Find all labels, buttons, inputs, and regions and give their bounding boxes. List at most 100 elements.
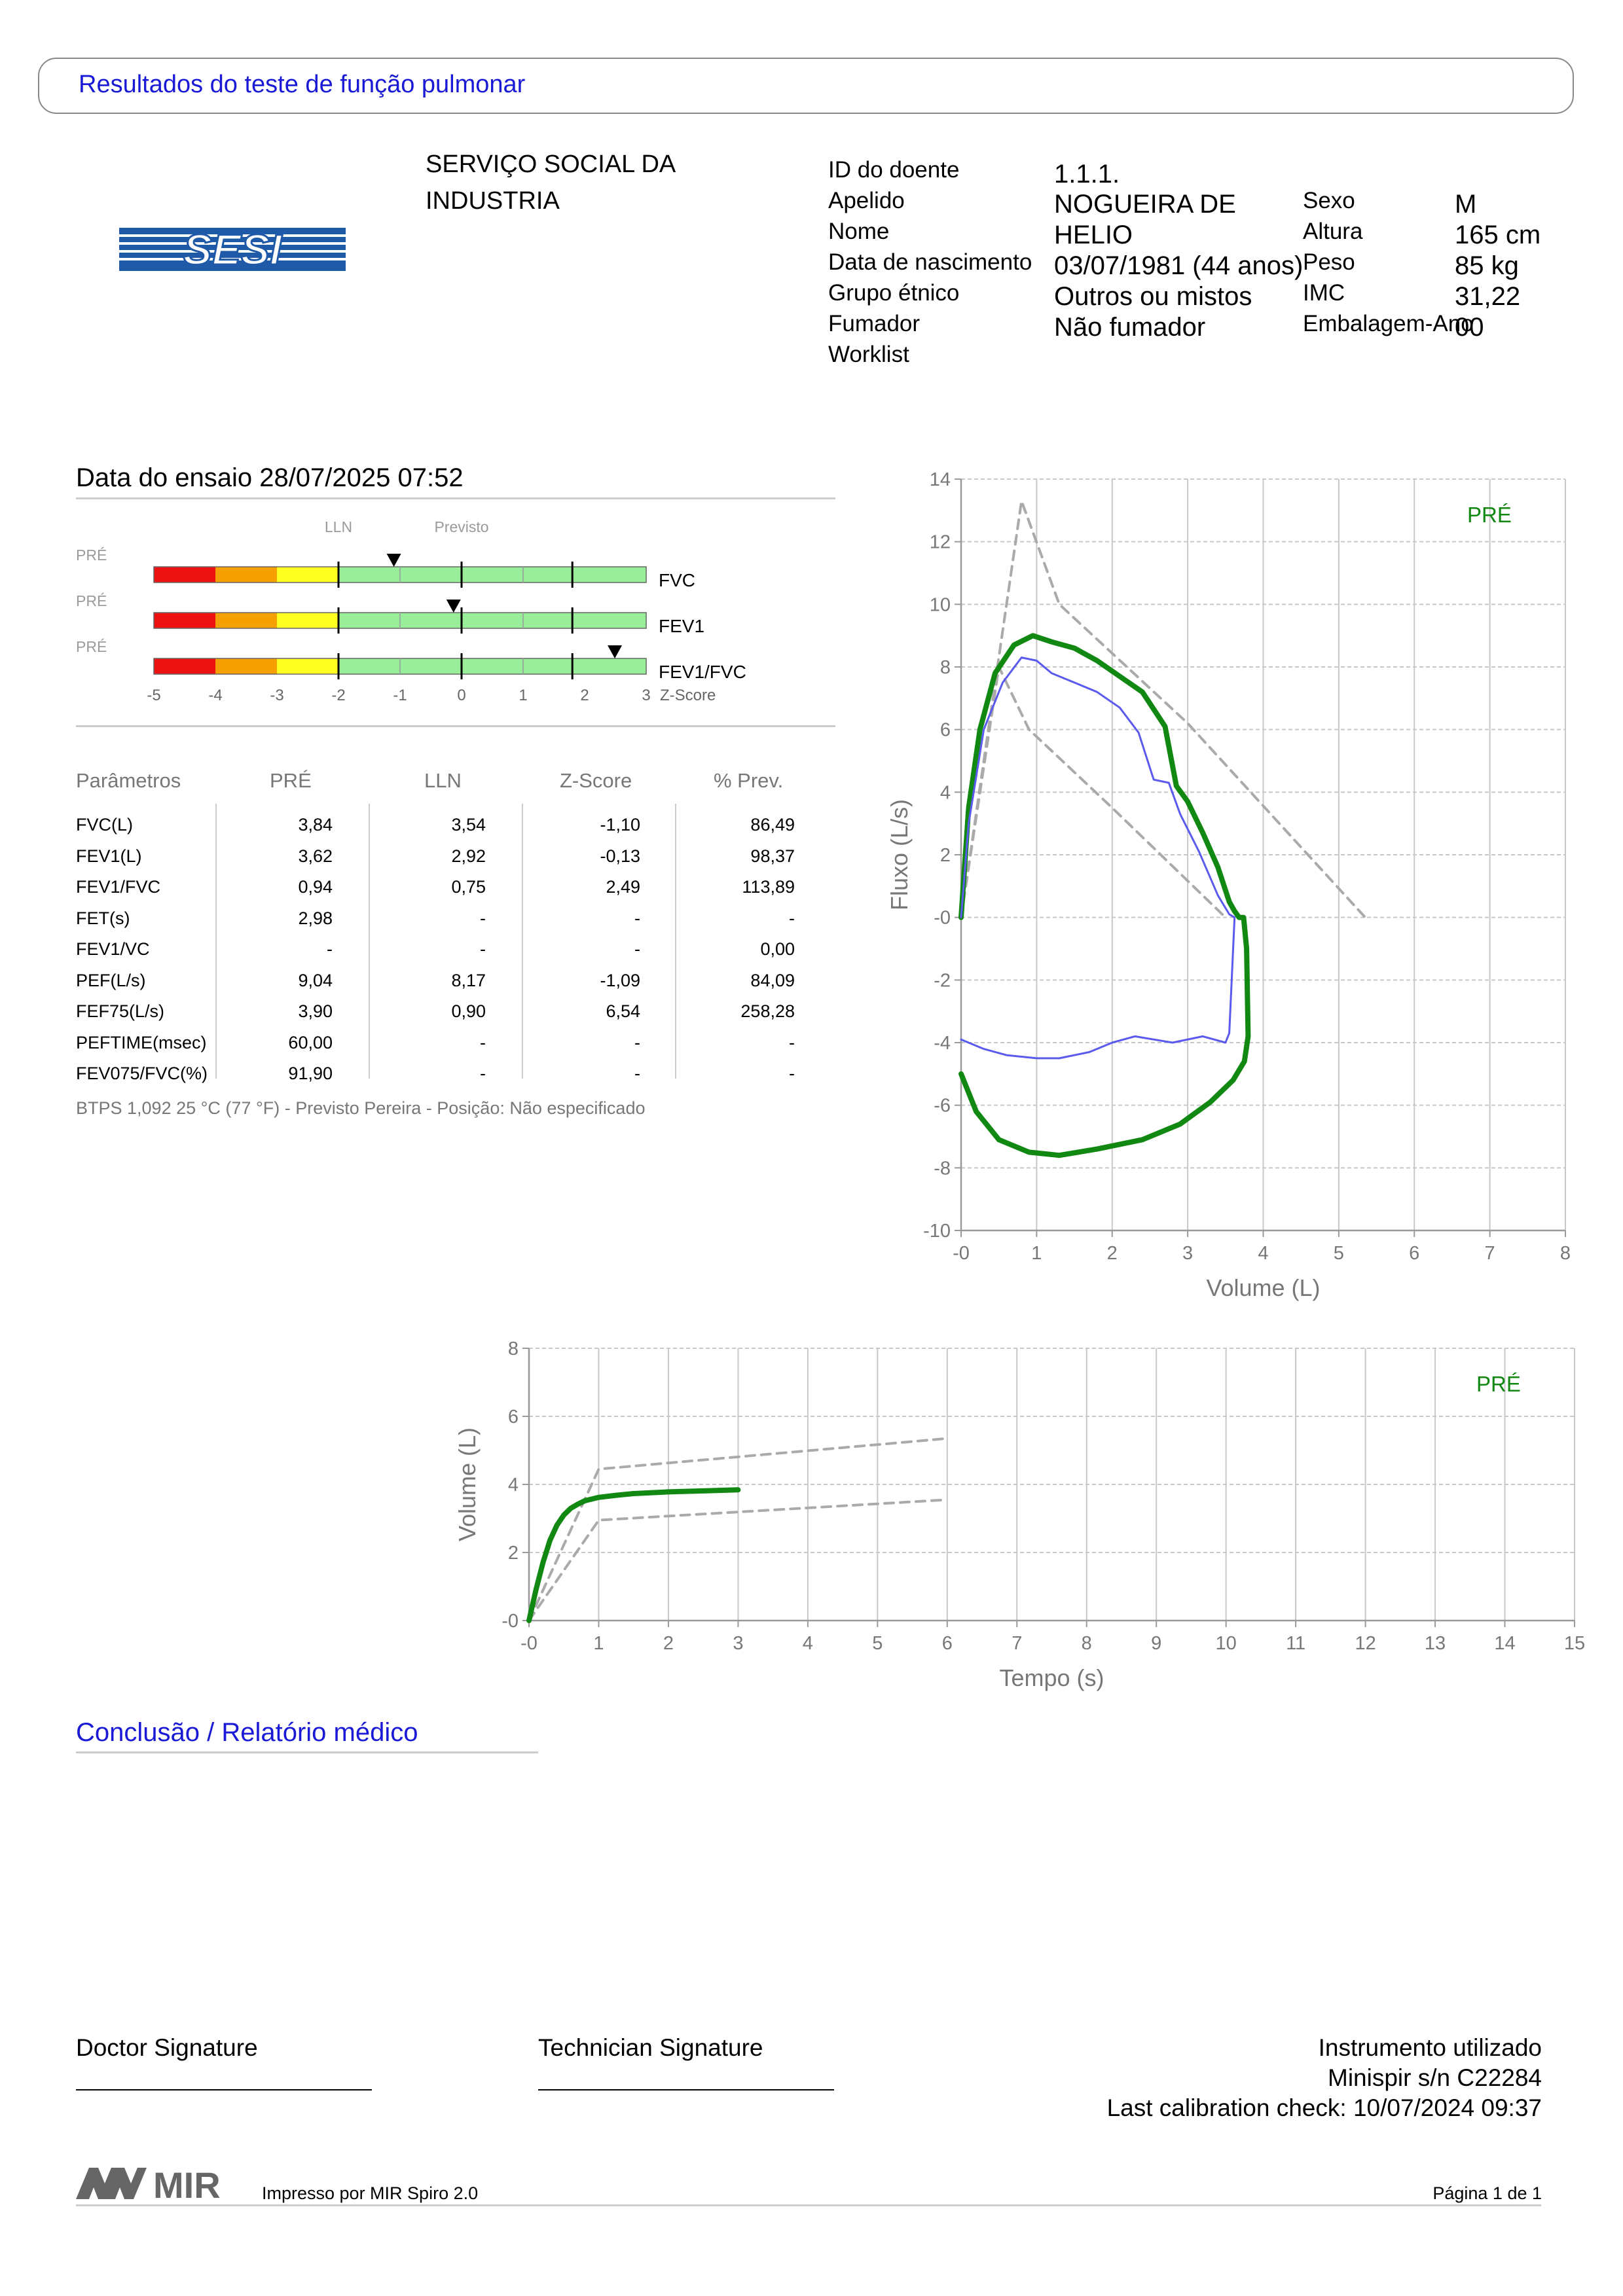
zscore-marker: [446, 600, 461, 613]
x-tick-label: 4: [1258, 1243, 1268, 1264]
patient-height-label: Altura: [1303, 219, 1363, 244]
y-tick-label: 2: [940, 845, 951, 866]
page-number: Página 1 de 1: [1432, 2183, 1542, 2203]
x-tick-label: 1: [1031, 1243, 1042, 1264]
param-cell: -: [634, 939, 640, 959]
zscore-bar-segment: [215, 658, 277, 674]
footer-divider: [76, 2204, 1541, 2206]
column-divider: [675, 804, 676, 1079]
zscore-row-tag: PRÉ: [76, 547, 107, 564]
patient-weight-label: Peso: [1303, 249, 1355, 275]
technician-signature-line: [538, 2089, 834, 2090]
param-cell: -: [480, 1032, 486, 1052]
x-tick-label: 10: [1216, 1633, 1237, 1654]
patient-dob-label: Data de nascimento: [828, 249, 1032, 275]
param-cell: -: [634, 908, 640, 928]
param-name: FVC(L): [76, 815, 133, 834]
param-name: PEF(L/s): [76, 970, 146, 990]
y-tick-label: 8: [508, 1338, 519, 1359]
param-name: FEV1/VC: [76, 939, 150, 959]
y-tick-label: 6: [940, 720, 951, 741]
param-cell: 3,90: [298, 1001, 333, 1021]
param-name: FEV075/FVC(%): [76, 1064, 208, 1083]
test-date: Data do ensaio 28/07/2025 07:52: [76, 463, 464, 492]
patient-smoker-label: Fumador: [828, 311, 921, 336]
zscore-bar-segment: [277, 658, 338, 674]
zscore-row: PRÉ FVC: [76, 547, 695, 590]
patient-packyears-label: Embalagem-Ano: [1303, 311, 1474, 336]
logo-text: SESI: [183, 228, 283, 271]
patient-surname-value: NOGUEIRA DE: [1054, 190, 1236, 219]
column-divider: [522, 804, 523, 1079]
param-cell: 2,49: [606, 877, 640, 897]
mir-logo-text: MIR: [153, 2165, 221, 2202]
zscore-tick-label: -4: [208, 687, 222, 704]
flow-volume-chart: -0 1 2 3 4 5 6 7 81412108642-0-2-4-6-8-10Volume …: [886, 469, 1571, 1301]
param-cell: 258,28: [740, 1001, 795, 1021]
zscore-bar-segment: [277, 567, 338, 583]
zscore-bar-segment: [338, 613, 646, 628]
zscore-tick-label: -2: [331, 687, 345, 704]
x-axis-label: Tempo (s): [999, 1664, 1104, 1691]
x-tick-label: 3: [1182, 1243, 1193, 1264]
x-tick-label: 14: [1494, 1633, 1515, 1654]
best-trial-series-line: [958, 633, 1251, 1158]
y-tick-label: 4: [940, 782, 951, 803]
patient-smoker-value: Não fumador: [1054, 313, 1206, 342]
zscore-bar-segment: [154, 658, 215, 674]
zscore-row-name: FEV1/FVC: [659, 662, 746, 682]
x-tick-label: 1: [593, 1633, 604, 1654]
sesi-logo-image: SESI: [119, 224, 346, 275]
x-tick-label: 8: [1082, 1633, 1092, 1654]
zscore-tick-label: -5: [147, 687, 160, 704]
zscore-row-name: FVC: [659, 570, 695, 590]
patient-worklist-label: Worklist: [828, 342, 909, 367]
param-header-name: Parâmetros: [76, 769, 181, 792]
param-cell: 98,37: [750, 846, 795, 866]
y-tick-label: 8: [940, 657, 951, 678]
x-tick-label: 7: [1012, 1633, 1022, 1654]
zscore-bar-segment: [154, 613, 215, 628]
patient-sex-label: Sexo: [1303, 188, 1355, 213]
patient-id-value: 1.1.1.: [1054, 160, 1120, 188]
y-axis-label: Fluxo (L/s): [886, 799, 913, 910]
divider: [76, 497, 835, 499]
param-cell: 2,92: [451, 846, 486, 866]
doctor-signature-line: [76, 2089, 372, 2090]
x-tick-label: -0: [520, 1633, 538, 1654]
x-tick-label: 3: [733, 1633, 743, 1654]
y-tick-label: -4: [934, 1033, 951, 1054]
zscore-row-tag: PRÉ: [76, 638, 107, 655]
param-cell: -0,13: [600, 846, 640, 866]
zscore-tick-label: -3: [270, 687, 283, 704]
patient-bmi-value: 31,22: [1455, 282, 1521, 311]
patient-height-value: 165 cm: [1455, 221, 1541, 249]
x-tick-label: 11: [1286, 1633, 1305, 1654]
predicted-series-line: [960, 499, 1367, 919]
y-tick-label: -2: [934, 970, 951, 991]
param-name: PEFTIME(msec): [76, 1032, 207, 1052]
y-tick-label: -0: [501, 1611, 519, 1632]
param-cell: -: [480, 1064, 486, 1083]
param-cell: 3,84: [298, 815, 333, 834]
param-cell: 6,54: [606, 1001, 640, 1021]
instrument-calibration: Last calibration check: 10/07/2024 09:37: [1106, 2094, 1542, 2121]
patient-dob-value: 03/07/1981 (44 anos): [1054, 251, 1304, 280]
param-cell: -: [480, 908, 486, 928]
patient-ethnic-label: Grupo étnico: [828, 280, 960, 306]
param-cell: -1,09: [600, 970, 640, 990]
zscore-tick-label: 0: [457, 687, 465, 704]
patient-weight-value: 85 kg: [1455, 251, 1519, 280]
param-cell: 2,98: [298, 908, 333, 928]
param-cell: 60,00: [288, 1032, 333, 1052]
x-tick-label: 13: [1425, 1633, 1446, 1654]
param-header-zscore: Z-Score: [560, 769, 632, 792]
param-header-pre: PRÉ: [270, 769, 312, 792]
y-tick-label: 10: [930, 594, 951, 615]
y-axis-label: Volume (L): [454, 1427, 481, 1541]
param-cell: 8,17: [451, 970, 486, 990]
predicted-series-line: [960, 666, 1227, 919]
legend-label: PRÉ: [1467, 503, 1512, 527]
x-tick-label: 4: [803, 1633, 813, 1654]
